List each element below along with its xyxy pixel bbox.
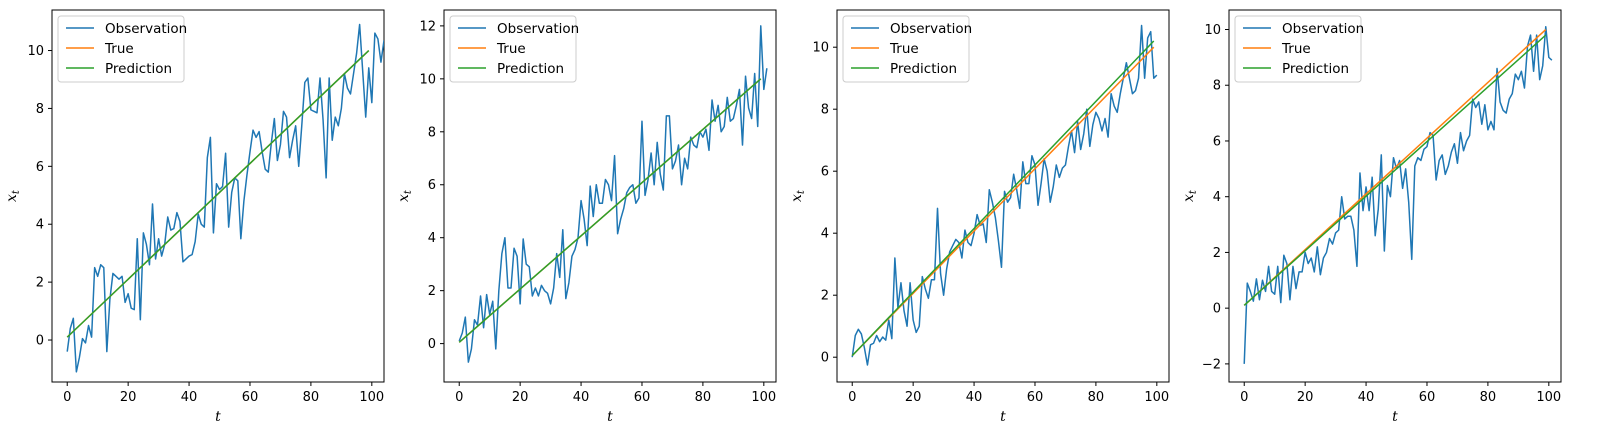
subplot-4: 0 20 40 60 80 100 −2 0 2 4 6 8 10 t xt Observation True P…	[1181, 9, 1562, 425]
x-tick-label: 40	[1358, 390, 1375, 405]
series-line-prediction	[66, 49, 370, 338]
x-tick-label: 60	[1419, 390, 1436, 405]
x-tick-label: 100	[1144, 390, 1169, 405]
legend-entry-true: True	[889, 41, 919, 57]
legend-entry-true: True	[1281, 41, 1311, 57]
plot-lines	[66, 23, 384, 373]
legend-entry-true: True	[104, 41, 134, 57]
x-tick-label: 60	[634, 390, 651, 405]
x-tick-label: 20	[120, 390, 137, 405]
plot-lines	[458, 25, 768, 363]
legend: Observation True Prediction	[842, 15, 972, 83]
x-tick-label: 0	[848, 390, 856, 405]
x-tick-label: 60	[242, 390, 259, 405]
legend: Observation True Prediction	[449, 15, 579, 83]
x-tick-label: 100	[751, 390, 776, 405]
y-tick-label: 10	[419, 72, 436, 87]
plot-area-frame	[51, 9, 385, 383]
x-tick-label: 80	[695, 390, 712, 405]
subplot-3: 0 20 40 60 80 100 0 2 4 6 8 10 t xt Observation True Pre…	[789, 9, 1170, 425]
y-axis-label: xt	[789, 189, 807, 202]
x-tick-label: 20	[512, 390, 529, 405]
x-tick-label: 100	[1536, 390, 1561, 405]
x-tick-label: 100	[359, 390, 384, 405]
legend-box	[449, 15, 577, 83]
y-tick-label: 8	[36, 102, 44, 117]
y-tick-label: 10	[812, 41, 829, 56]
y-tick-label: 6	[1213, 134, 1221, 149]
y-tick-label: 10	[1204, 23, 1221, 38]
y-axis-label: xt	[4, 189, 22, 202]
plot-area-frame	[1228, 9, 1562, 383]
y-tick-label: 2	[1213, 246, 1221, 261]
y-tick-label: 12	[419, 19, 436, 34]
legend-box	[1234, 15, 1362, 83]
legend-entry-prediction: Prediction	[890, 61, 957, 77]
y-tick-label: 2	[36, 276, 44, 291]
plot-area-frame	[443, 9, 777, 383]
y-tick-label: 4	[1213, 190, 1221, 205]
legend-box	[842, 15, 970, 83]
y-tick-label: 4	[428, 231, 436, 246]
x-tick-label: 20	[1297, 390, 1314, 405]
plot-lines	[1243, 25, 1553, 364]
legend-entry-prediction: Prediction	[105, 61, 172, 77]
y-tick-label: 6	[36, 160, 44, 175]
plot-lines	[851, 24, 1158, 366]
x-axis-label: t	[215, 409, 221, 425]
x-tick-label: 20	[905, 390, 922, 405]
y-tick-label: −2	[1202, 357, 1221, 372]
y-tick-label: 8	[428, 125, 436, 140]
x-tick-label: 80	[1088, 390, 1105, 405]
legend: Observation True Prediction	[57, 15, 187, 83]
x-tick-label: 80	[303, 390, 320, 405]
legend-box	[57, 15, 185, 83]
legend-entry-prediction: Prediction	[497, 61, 564, 77]
y-tick-label: 0	[1213, 302, 1221, 317]
legend-entry-observation: Observation	[105, 21, 187, 37]
legend-entry-prediction: Prediction	[1282, 61, 1349, 77]
y-tick-label: 8	[821, 103, 829, 118]
y-axis-label: xt	[396, 189, 414, 202]
series-line-observation	[851, 24, 1158, 366]
x-tick-label: 0	[1240, 390, 1248, 405]
subplot-1: 0 20 40 60 80 100 0 2 4 6 8 10 t xt Observation True Pre…	[4, 9, 385, 425]
legend-entry-true: True	[496, 41, 526, 57]
y-tick-label: 6	[428, 178, 436, 193]
x-axis-label: t	[607, 409, 613, 425]
x-tick-label: 40	[573, 390, 590, 405]
legend-entry-observation: Observation	[890, 21, 972, 37]
legend-entry-observation: Observation	[497, 21, 579, 37]
y-tick-label: 6	[821, 165, 829, 180]
y-tick-label: 10	[27, 44, 44, 59]
subplot-2: 0 20 40 60 80 100 0 2 4 6 8 10 12 t xt Observation True P…	[396, 9, 777, 425]
y-tick-label: 4	[36, 218, 44, 233]
x-tick-label: 0	[455, 390, 463, 405]
series-line-prediction	[851, 40, 1155, 357]
x-tick-label: 40	[181, 390, 198, 405]
y-tick-label: 0	[821, 351, 829, 366]
plot-area-frame	[836, 9, 1170, 383]
x-tick-label: 80	[1480, 390, 1497, 405]
y-tick-label: 0	[428, 337, 436, 352]
series-line-prediction	[458, 78, 762, 343]
y-tick-label: 4	[821, 227, 829, 242]
legend-entry-observation: Observation	[1282, 21, 1364, 37]
series-line-observation	[66, 23, 384, 373]
series-line-prediction	[1243, 34, 1547, 306]
x-tick-label: 0	[63, 390, 71, 405]
y-tick-label: 0	[36, 334, 44, 349]
x-axis-label: t	[1000, 409, 1006, 425]
y-axis-label: xt	[1181, 189, 1199, 202]
y-tick-label: 2	[428, 284, 436, 299]
y-tick-label: 2	[821, 289, 829, 304]
x-tick-label: 60	[1027, 390, 1044, 405]
y-tick-label: 8	[1213, 79, 1221, 94]
x-tick-label: 40	[966, 390, 983, 405]
legend: Observation True Prediction	[1234, 15, 1364, 83]
x-axis-label: t	[1392, 409, 1398, 425]
